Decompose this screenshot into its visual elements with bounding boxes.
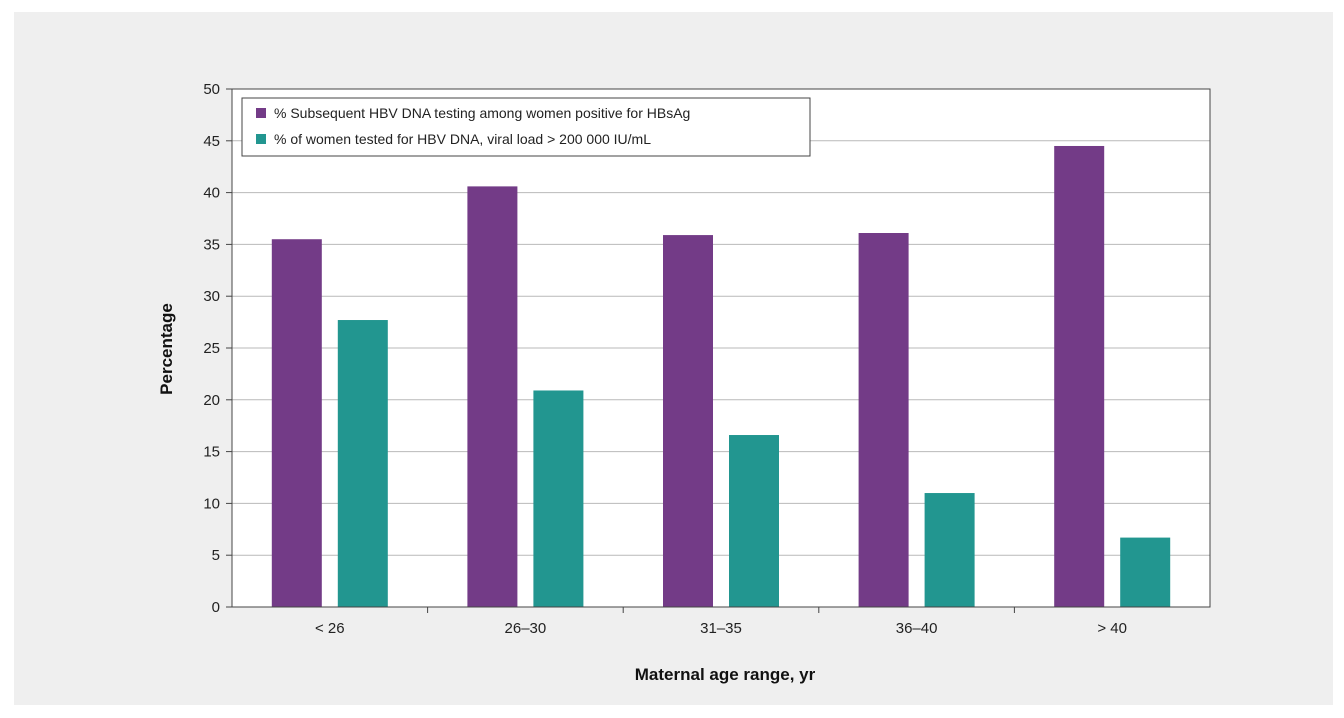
y-tick-label: 40 bbox=[203, 185, 220, 202]
bar-subsequent-testing bbox=[271, 239, 322, 607]
bar-viral-load bbox=[1120, 537, 1171, 607]
y-tick-labels: 0 5 10 15 20 25 30 35 40 45 50 bbox=[203, 81, 220, 616]
legend-swatch-viral-load bbox=[256, 134, 266, 144]
x-tick-label: 31–35 bbox=[700, 620, 742, 637]
legend: % Subsequent HBV DNA testing among women… bbox=[241, 97, 811, 157]
bars bbox=[271, 145, 1171, 608]
y-tick-label: 50 bbox=[203, 81, 220, 98]
legend-box bbox=[241, 97, 811, 157]
axes bbox=[226, 88, 1211, 613]
x-tick-label: 26–30 bbox=[505, 620, 547, 637]
x-tick-label: 36–40 bbox=[896, 620, 938, 637]
y-tick-label: 45 bbox=[203, 133, 220, 150]
x-tick-label: < 26 bbox=[315, 620, 345, 637]
y-tick-label: 5 bbox=[212, 547, 220, 564]
bar-viral-load bbox=[533, 390, 584, 607]
y-tick-label: 30 bbox=[203, 288, 220, 305]
plot-frame bbox=[231, 88, 1211, 608]
y-tick-label: 15 bbox=[203, 444, 220, 461]
y-tick-label: 10 bbox=[203, 495, 220, 512]
x-axis-title: Maternal age range, yr bbox=[635, 665, 816, 684]
x-tick-labels: < 26 26–30 31–35 36–40 > 40 bbox=[315, 620, 1127, 637]
legend-swatch-subsequent-testing bbox=[256, 108, 266, 118]
y-tick-label: 20 bbox=[203, 392, 220, 409]
gridlines bbox=[232, 88, 1210, 607]
y-axis-title: Percentage bbox=[157, 303, 176, 395]
y-tick-label: 25 bbox=[203, 340, 220, 357]
bar-viral-load bbox=[729, 435, 779, 607]
legend-label-viral-load: % of women tested for HBV DNA, viral loa… bbox=[274, 131, 651, 147]
bar-subsequent-testing bbox=[1054, 145, 1105, 608]
bar-viral-load bbox=[924, 493, 975, 607]
legend-label-subsequent-testing: % Subsequent HBV DNA testing among women… bbox=[274, 105, 690, 121]
bar-subsequent-testing bbox=[663, 235, 713, 608]
bar-viral-load bbox=[337, 320, 388, 607]
x-tick-label: > 40 bbox=[1097, 620, 1127, 637]
bar-subsequent-testing bbox=[467, 186, 518, 607]
y-tick-label: 35 bbox=[203, 236, 220, 253]
y-tick-label: 0 bbox=[212, 599, 220, 616]
bar-subsequent-testing bbox=[858, 233, 909, 607]
